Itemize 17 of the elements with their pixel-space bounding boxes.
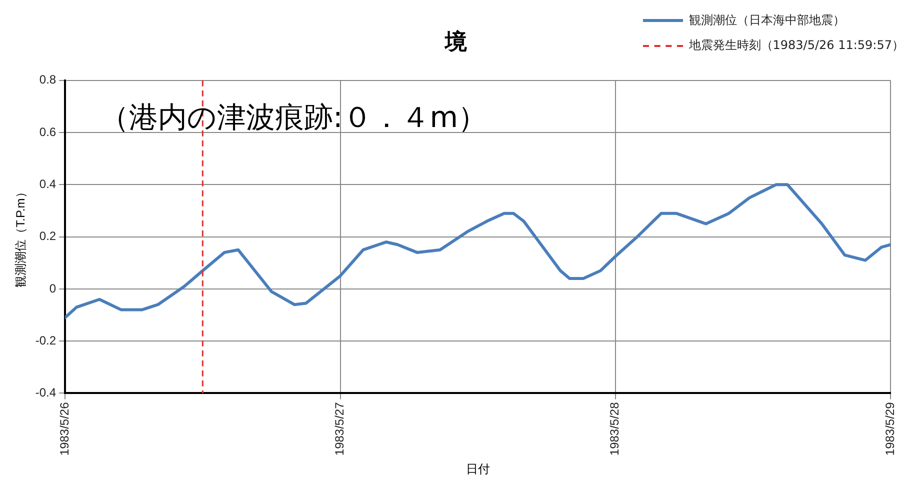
- x-axis-title: 日付: [466, 462, 490, 476]
- legend-label: 観測潮位（日本海中部地震）: [688, 12, 845, 29]
- x-tick-label: 1983/5/29: [882, 402, 897, 456]
- y-tick-label: 0.8: [39, 72, 56, 87]
- x-tick-label: 1983/5/26: [57, 402, 72, 456]
- x-tick-label: 1983/5/27: [332, 402, 347, 456]
- y-tick-label: -0.4: [35, 386, 56, 400]
- chart-title: 境: [444, 28, 467, 55]
- x-tick-label: 1983/5/28: [608, 402, 622, 456]
- legend-label: 地震発生時刻（1983/5/26 11:59:57）: [688, 37, 904, 54]
- y-axis-title: 観測潮位（T.P.m）: [14, 186, 28, 288]
- y-tick-label: 0.6: [39, 124, 56, 139]
- annotation: （港内の津波痕跡:０．４m）: [100, 99, 488, 136]
- y-tick-label: -0.2: [35, 333, 56, 348]
- y-tick-label: 0: [49, 281, 56, 296]
- y-tick-label: 0.2: [39, 229, 56, 244]
- y-tick-label: 0.4: [39, 176, 56, 191]
